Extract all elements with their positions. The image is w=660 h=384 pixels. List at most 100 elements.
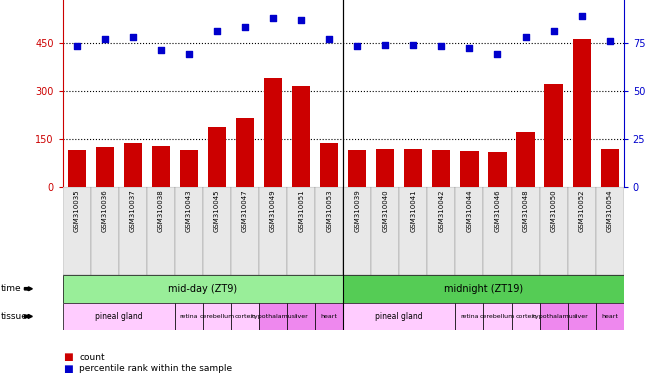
Bar: [488, 152, 507, 187]
Text: mid-day (ZT9): mid-day (ZT9): [168, 284, 238, 294]
FancyBboxPatch shape: [287, 187, 315, 275]
Text: ■: ■: [63, 352, 73, 362]
FancyBboxPatch shape: [455, 303, 483, 330]
FancyBboxPatch shape: [343, 275, 624, 303]
FancyBboxPatch shape: [483, 303, 512, 330]
FancyBboxPatch shape: [203, 187, 231, 275]
FancyBboxPatch shape: [259, 187, 287, 275]
Bar: [264, 78, 282, 187]
Text: retina: retina: [180, 314, 198, 319]
FancyBboxPatch shape: [568, 187, 595, 275]
Text: GSM310041: GSM310041: [411, 189, 416, 232]
Point: [240, 24, 250, 30]
Point: [605, 38, 615, 44]
Point: [464, 45, 475, 51]
FancyBboxPatch shape: [175, 187, 203, 275]
Bar: [376, 149, 395, 187]
Bar: [348, 150, 366, 187]
Point: [408, 41, 418, 48]
Text: GSM310037: GSM310037: [130, 189, 136, 232]
FancyBboxPatch shape: [399, 187, 427, 275]
FancyBboxPatch shape: [119, 187, 147, 275]
FancyBboxPatch shape: [63, 275, 343, 303]
Bar: [123, 144, 142, 187]
Text: GSM310054: GSM310054: [607, 189, 612, 232]
Bar: [404, 149, 422, 187]
Text: cortex: cortex: [235, 314, 255, 319]
FancyBboxPatch shape: [512, 187, 539, 275]
Bar: [601, 149, 619, 187]
Text: percentile rank within the sample: percentile rank within the sample: [79, 364, 232, 373]
Text: time: time: [1, 284, 21, 293]
Bar: [208, 127, 226, 187]
Text: tissue: tissue: [1, 312, 28, 321]
FancyBboxPatch shape: [483, 187, 512, 275]
Text: GSM310039: GSM310039: [354, 189, 360, 232]
FancyBboxPatch shape: [315, 187, 343, 275]
Bar: [180, 150, 198, 187]
Text: GSM310049: GSM310049: [270, 189, 276, 232]
Text: cerebellum: cerebellum: [480, 314, 515, 319]
FancyBboxPatch shape: [343, 187, 371, 275]
Bar: [152, 146, 170, 187]
FancyBboxPatch shape: [427, 187, 455, 275]
Text: GSM310043: GSM310043: [186, 189, 192, 232]
Point: [183, 51, 194, 57]
Bar: [544, 84, 563, 187]
Text: GSM310042: GSM310042: [438, 189, 444, 232]
FancyBboxPatch shape: [203, 303, 231, 330]
Point: [520, 34, 531, 40]
Text: GSM310052: GSM310052: [579, 189, 585, 232]
Bar: [292, 86, 310, 187]
FancyBboxPatch shape: [512, 303, 539, 330]
Bar: [67, 150, 86, 187]
Text: midnight (ZT19): midnight (ZT19): [444, 284, 523, 294]
FancyBboxPatch shape: [595, 303, 624, 330]
Text: heart: heart: [601, 314, 618, 319]
Text: GSM310044: GSM310044: [467, 189, 473, 232]
Point: [352, 43, 362, 50]
Point: [100, 36, 110, 42]
FancyBboxPatch shape: [175, 303, 203, 330]
Text: count: count: [79, 353, 105, 362]
Text: liver: liver: [294, 314, 308, 319]
FancyBboxPatch shape: [371, 187, 399, 275]
Text: GSM310038: GSM310038: [158, 189, 164, 232]
Text: pineal gland: pineal gland: [376, 312, 423, 321]
FancyBboxPatch shape: [91, 187, 119, 275]
Point: [548, 28, 559, 34]
FancyBboxPatch shape: [63, 187, 91, 275]
Text: pineal gland: pineal gland: [95, 312, 143, 321]
Text: GSM310051: GSM310051: [298, 189, 304, 232]
FancyBboxPatch shape: [539, 303, 568, 330]
Point: [127, 34, 138, 40]
Point: [436, 43, 447, 50]
Text: GSM310045: GSM310045: [214, 189, 220, 232]
FancyBboxPatch shape: [259, 303, 287, 330]
Text: GSM310050: GSM310050: [550, 189, 556, 232]
Text: hypothalamus: hypothalamus: [251, 314, 296, 319]
FancyBboxPatch shape: [343, 303, 455, 330]
Bar: [320, 144, 339, 187]
Point: [296, 17, 306, 23]
Text: GSM310053: GSM310053: [326, 189, 332, 232]
Text: GSM310047: GSM310047: [242, 189, 248, 232]
FancyBboxPatch shape: [147, 187, 175, 275]
Point: [71, 43, 82, 50]
Text: liver: liver: [575, 314, 589, 319]
FancyBboxPatch shape: [315, 303, 343, 330]
Text: GSM310040: GSM310040: [382, 189, 388, 232]
Bar: [572, 40, 591, 187]
Text: cortex: cortex: [515, 314, 535, 319]
FancyBboxPatch shape: [595, 187, 624, 275]
Bar: [236, 118, 254, 187]
Text: ■: ■: [63, 364, 73, 374]
FancyBboxPatch shape: [539, 187, 568, 275]
FancyBboxPatch shape: [231, 303, 259, 330]
Text: GSM310036: GSM310036: [102, 189, 108, 232]
Point: [324, 36, 335, 42]
FancyBboxPatch shape: [231, 187, 259, 275]
Text: heart: heart: [321, 314, 338, 319]
Bar: [460, 151, 478, 187]
FancyBboxPatch shape: [455, 187, 483, 275]
